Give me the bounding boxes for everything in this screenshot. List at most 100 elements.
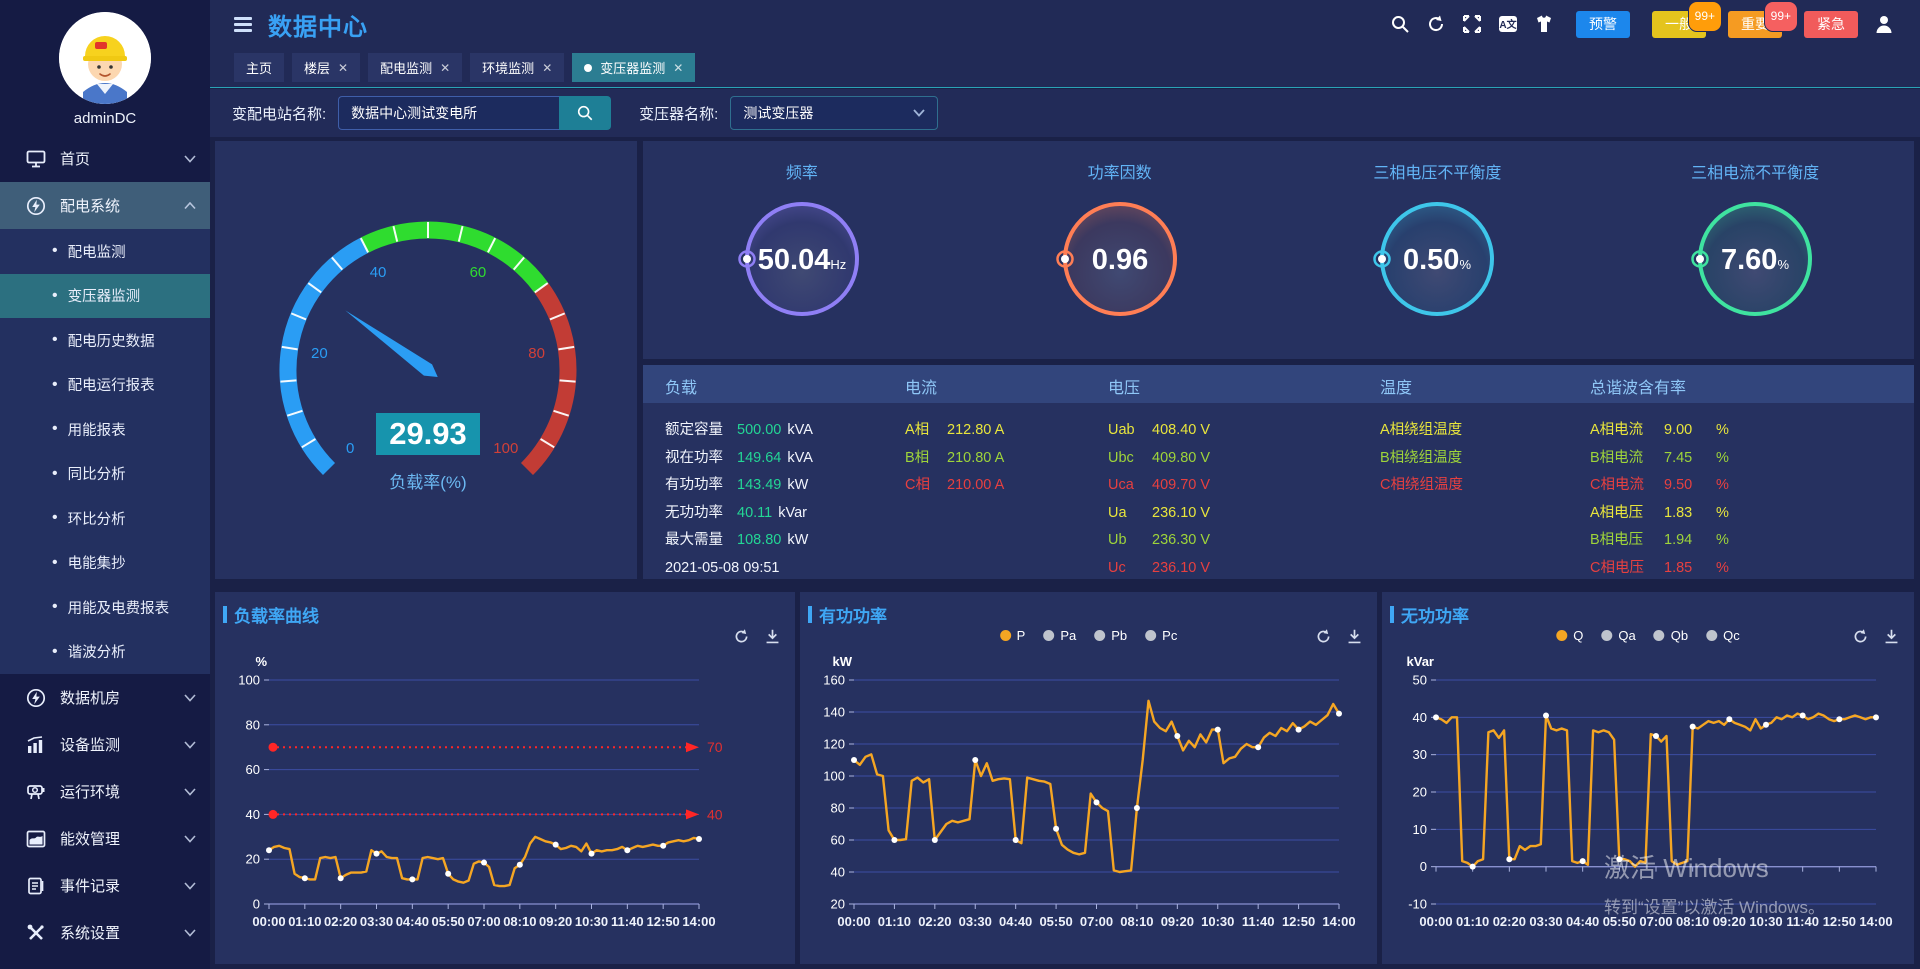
chevron-down-icon (184, 741, 196, 749)
svg-text:09:20: 09:20 (1713, 914, 1746, 929)
legend-item-Qa[interactable]: Qa (1601, 628, 1636, 643)
sidebar-item-首页[interactable]: 首页 (0, 135, 210, 182)
alert-button-important[interactable]: 重要 99+ (1728, 0, 1798, 38)
table-row: Ubc 409.80 V (1108, 449, 1211, 466)
svg-text:02:20: 02:20 (324, 914, 357, 929)
bullet-icon: • (52, 464, 58, 482)
legend-label: Pb (1111, 628, 1128, 643)
svg-text:02:20: 02:20 (918, 914, 951, 929)
sidebar-subitem-配电历史数据[interactable]: • 配电历史数据 (0, 318, 210, 363)
table-row: A相电压 1.83% (1590, 504, 1729, 521)
svg-text:kVar: kVar (1407, 654, 1434, 669)
sidebar-subitem-变压器监测[interactable]: • 变压器监测 (0, 273, 210, 318)
download-icon[interactable] (1883, 628, 1900, 645)
tab-环境监测[interactable]: 环境监测 ✕ (470, 53, 565, 82)
svg-text:00:00: 00:00 (252, 914, 285, 929)
alert-button-warning[interactable]: 预警 (1576, 10, 1630, 38)
monitor-icon (26, 149, 46, 169)
svg-text:02:20: 02:20 (1493, 914, 1526, 929)
sidebar-item-label: 配电系统 (60, 198, 121, 215)
alert-button-urgent[interactable]: 紧急 (1804, 10, 1858, 38)
ring-gauge-功率因数: 功率因数 0.96 (961, 159, 1279, 342)
sidebar-subitem-label: 变压器监测 (67, 289, 141, 306)
fullscreen-icon[interactable] (1462, 14, 1482, 34)
close-icon[interactable]: ✕ (542, 60, 553, 75)
svg-text:11:40: 11:40 (611, 914, 644, 929)
svg-text:10: 10 (1413, 822, 1427, 837)
sidebar-subitem-配电监测[interactable]: • 配电监测 (0, 229, 210, 274)
tab-变压器监测[interactable]: 变压器监测 ✕ (572, 53, 696, 82)
svg-text:20: 20 (311, 345, 328, 362)
sidebar-subitem-谐波分析[interactable]: • 谐波分析 (0, 630, 210, 675)
refresh-icon[interactable] (733, 628, 750, 645)
download-icon[interactable] (1346, 628, 1363, 645)
sidebar-item-配电系统[interactable]: 配电系统 (0, 182, 210, 229)
table-header-row: 负载 电流 电压 温度 总谐波含有率 (643, 365, 1914, 403)
sidebar-submenu: • 配电监测 • 变压器监测 • 配电历史数据 • 配电运行报表 • 用能报表 • 同比分析 • 环比分析… (0, 229, 210, 674)
svg-text:08:10: 08:10 (503, 914, 536, 929)
bullet-icon: • (52, 598, 58, 616)
svg-text:09:20: 09:20 (539, 914, 572, 929)
legend-item-Pc[interactable]: Pc (1145, 628, 1177, 643)
svg-text:40: 40 (707, 806, 723, 822)
station-name-input[interactable] (338, 96, 560, 130)
legend-item-Pa[interactable]: Pa (1043, 628, 1076, 643)
sidebar-item-设备监测[interactable]: 设备监测 (0, 721, 210, 768)
svg-text:05:50: 05:50 (432, 914, 465, 929)
topbar-actions: A文 预警 一般 99+ 重要 99+ 紧急 (1390, 0, 1920, 38)
legend-item-Qb[interactable]: Qb (1653, 628, 1689, 643)
legend-item-P[interactable]: P (999, 628, 1025, 643)
device-icon (26, 782, 46, 802)
sidebar-item-系统设置[interactable]: 系统设置 (0, 909, 210, 956)
svg-text:12:50: 12:50 (1282, 914, 1315, 929)
legend-item-Pb[interactable]: Pb (1094, 628, 1127, 643)
sidebar-subitem-用能报表[interactable]: • 用能报表 (0, 407, 210, 452)
document-icon (26, 876, 46, 896)
user-icon[interactable] (1874, 14, 1894, 34)
svg-text:20: 20 (246, 852, 260, 867)
table-row: C相 210.00 A (905, 477, 1005, 493)
tab-配电监测[interactable]: 配电监测 ✕ (368, 53, 463, 82)
legend-dot-icon (1706, 630, 1718, 641)
sidebar-item-运行环境[interactable]: 运行环境 (0, 768, 210, 815)
close-icon[interactable]: ✕ (440, 60, 451, 75)
translate-icon[interactable]: A文 (1498, 14, 1518, 34)
tab-楼层[interactable]: 楼层 ✕ (292, 53, 361, 82)
svg-text:03:30: 03:30 (360, 914, 393, 929)
sidebar-subitem-电能集抄[interactable]: • 电能集抄 (0, 541, 210, 586)
close-icon[interactable]: ✕ (673, 60, 684, 75)
refresh-icon[interactable] (1315, 628, 1332, 645)
svg-text:%: % (255, 654, 267, 669)
download-icon[interactable] (764, 628, 781, 645)
svg-text:14:00: 14:00 (1859, 914, 1892, 929)
transformer-select-value: 测试变压器 (743, 105, 814, 121)
sidebar-subitem-配电运行报表[interactable]: • 配电运行报表 (0, 363, 210, 408)
sidebar-item-能效管理[interactable]: 能效管理 (0, 815, 210, 862)
tab-主页[interactable]: 主页 (234, 53, 285, 82)
search-button[interactable] (559, 96, 612, 130)
legend-label: Pc (1162, 628, 1178, 643)
avatar[interactable] (59, 12, 151, 104)
worker-avatar-icon (59, 12, 151, 104)
refresh-icon[interactable] (1852, 628, 1869, 645)
menu-icon[interactable] (234, 16, 252, 32)
transformer-select[interactable]: 测试变压器 (730, 96, 939, 130)
theme-icon[interactable] (1534, 14, 1554, 34)
close-icon[interactable]: ✕ (338, 60, 349, 75)
title-bar (808, 605, 812, 623)
sidebar-item-事件记录[interactable]: 事件记录 (0, 862, 210, 909)
table-row: B相电流 7.45% (1590, 449, 1729, 466)
sidebar-subitem-环比分析[interactable]: • 环比分析 (0, 496, 210, 541)
sidebar-subitem-同比分析[interactable]: • 同比分析 (0, 452, 210, 497)
legend-label: Qb (1670, 628, 1689, 643)
alert-button-general[interactable]: 一般 99+ (1652, 0, 1722, 38)
load-rate-plot: % 0 20 40 60 80 100 00:00 01:10 02:20 03:30 04:40 05… (238, 654, 723, 929)
sidebar-item-数据机房[interactable]: 数据机房 (0, 674, 210, 721)
tab-bar: 主页 楼层 ✕ 配电监测 ✕ 环境监测 ✕ 变压器监测 ✕ (210, 48, 1920, 88)
sidebar-subitem-用能及电费报表[interactable]: • 用能及电费报表 (0, 585, 210, 630)
search-icon[interactable] (1390, 14, 1410, 34)
refresh-icon[interactable] (1426, 14, 1446, 34)
legend-item-Qc[interactable]: Qc (1706, 628, 1740, 643)
legend-item-Q[interactable]: Q (1556, 628, 1583, 643)
search-icon (578, 105, 593, 121)
